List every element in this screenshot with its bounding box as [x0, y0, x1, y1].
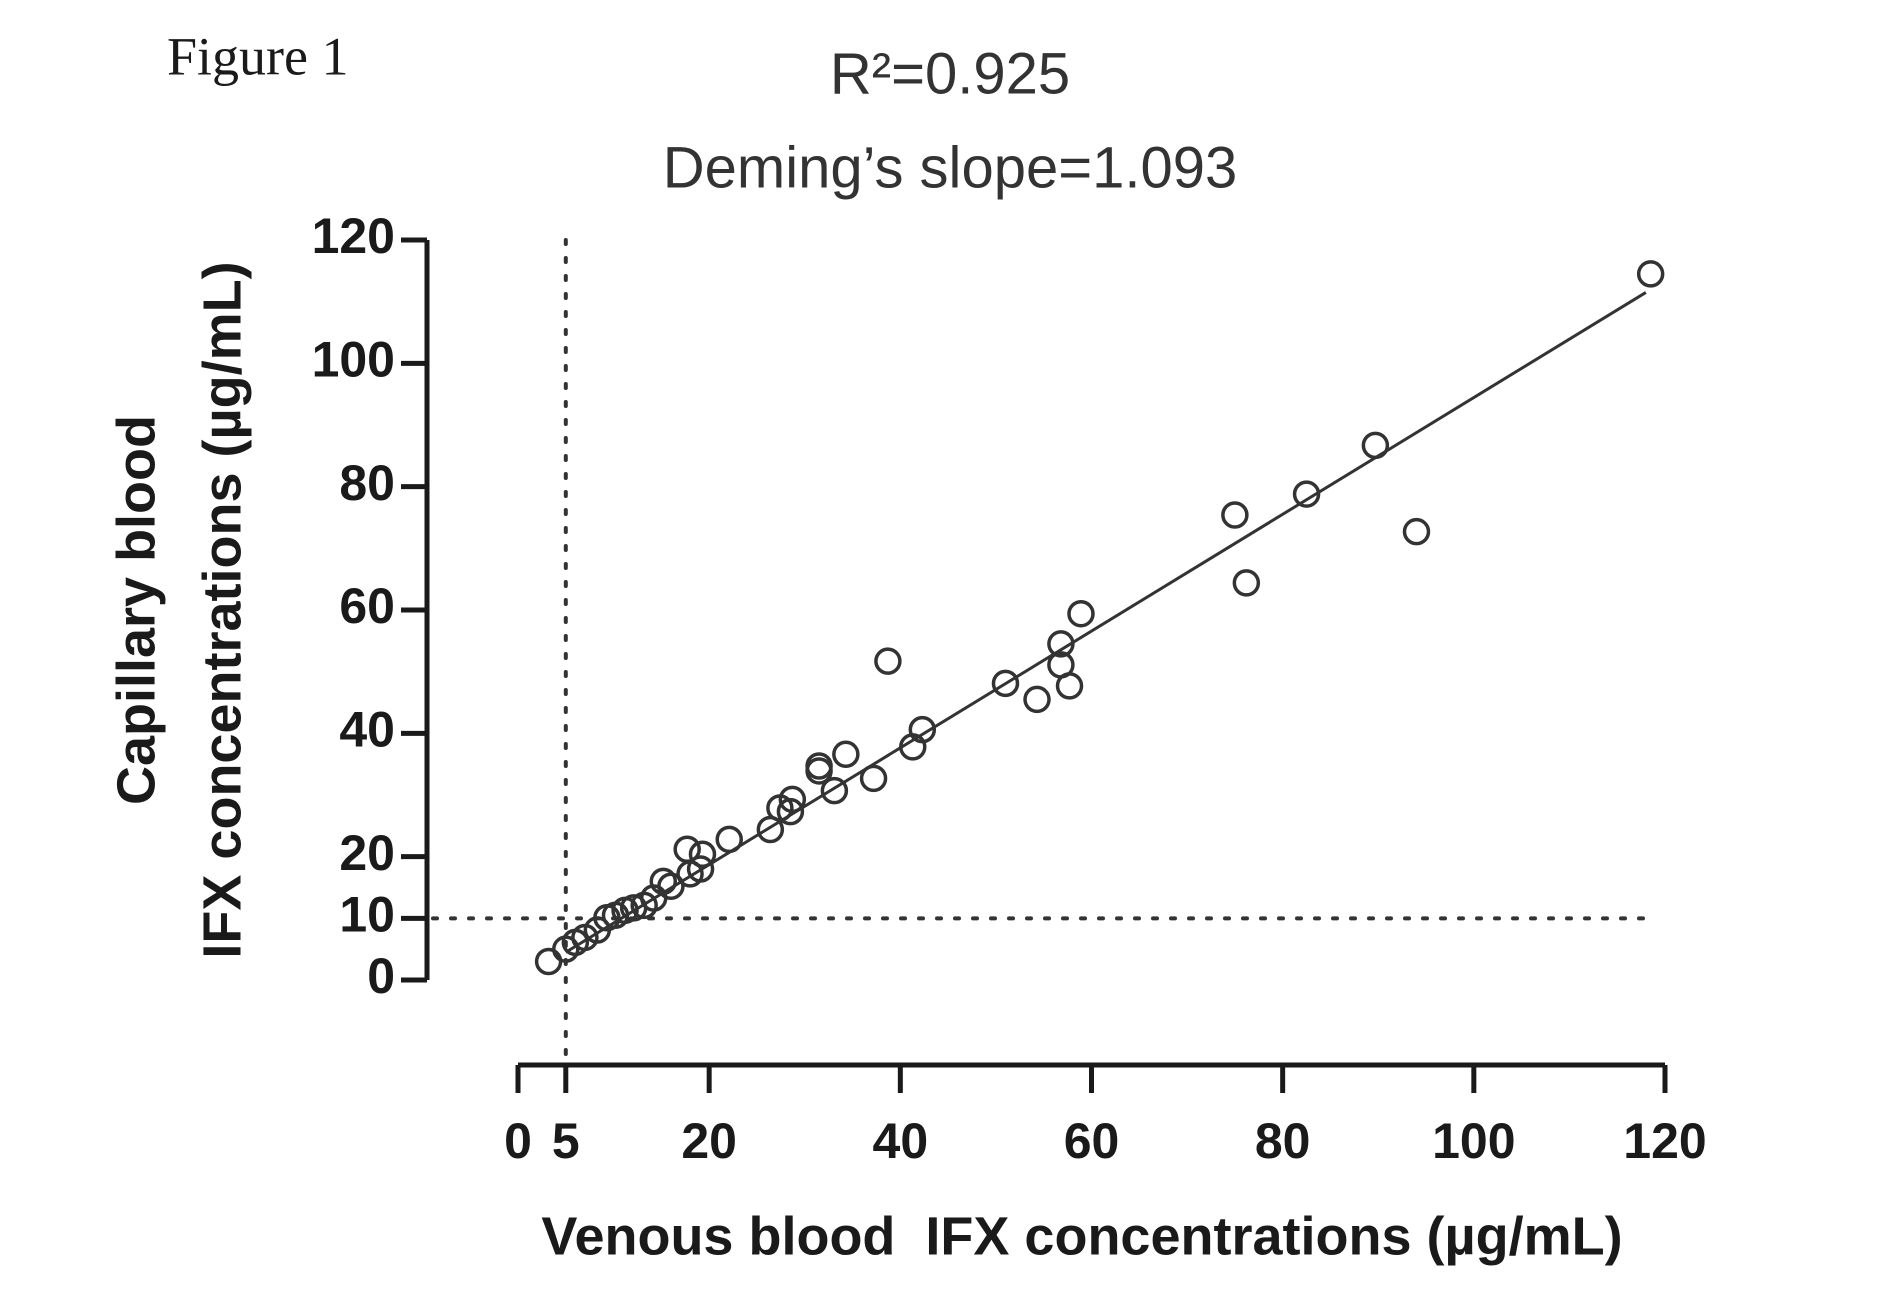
y-axis-label: Capillary blood — [106, 415, 166, 805]
point — [1292, 480, 1321, 508]
point — [676, 860, 704, 888]
point — [1402, 517, 1431, 546]
point — [899, 733, 927, 761]
y-tick-label: 10 — [339, 887, 395, 943]
x-tick-label: 60 — [1064, 1113, 1120, 1169]
y-axis-label: IFX concentrations (µg/mL) — [192, 261, 252, 958]
y-tick-label: 80 — [339, 455, 395, 511]
point — [1067, 599, 1095, 628]
x-axis-label: Venous blood IFX concentrations (µg/mL) — [541, 1206, 1622, 1266]
point — [832, 740, 860, 769]
figure-label: Figure 1 — [167, 26, 349, 86]
point — [1221, 501, 1249, 529]
x-tick-label: 120 — [1623, 1113, 1706, 1169]
point — [1055, 672, 1084, 700]
x-tick-label: 80 — [1255, 1113, 1311, 1169]
point — [991, 669, 1020, 698]
point — [1023, 685, 1051, 714]
point — [1047, 630, 1075, 658]
fit-line — [565, 291, 1647, 954]
y-tick-label: 100 — [312, 332, 395, 388]
y-tick-label: 0 — [367, 948, 395, 1004]
x-tick-label: 5 — [552, 1113, 580, 1169]
point — [820, 776, 849, 805]
y-tick-label: 20 — [339, 825, 395, 881]
y-tick-label: 40 — [339, 702, 395, 758]
point — [1232, 569, 1261, 597]
x-tick-label: 40 — [873, 1113, 929, 1169]
point — [859, 764, 888, 793]
x-tick-label: 20 — [681, 1113, 737, 1169]
y-tick-label: 120 — [312, 208, 395, 264]
point — [630, 891, 658, 920]
y-tick-label: 60 — [339, 578, 395, 634]
point — [805, 757, 833, 785]
chart-subtitle: Deming’s slope=1.093 — [663, 135, 1237, 200]
point — [534, 947, 563, 976]
point — [1636, 260, 1665, 288]
x-tick-label: 100 — [1432, 1113, 1515, 1169]
point — [715, 825, 743, 854]
point — [756, 815, 785, 844]
point — [874, 647, 902, 675]
point — [688, 840, 717, 868]
chart-title: R²=0.925 — [830, 41, 1070, 106]
point — [1361, 431, 1390, 460]
x-tick-label: 0 — [504, 1113, 532, 1169]
